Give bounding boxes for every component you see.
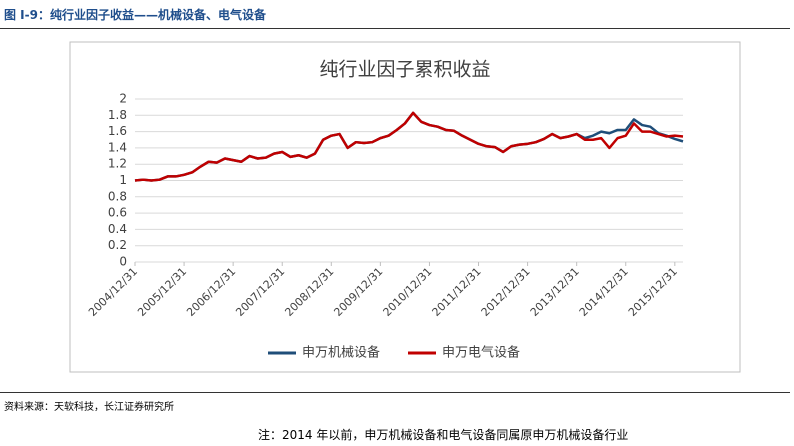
x-tick-label: 2013/12/31	[528, 265, 582, 319]
y-tick-label: 0	[119, 255, 127, 269]
x-tick-label: 2011/12/31	[430, 265, 484, 319]
y-tick-label: 0.2	[108, 238, 127, 252]
source: 资料来源：天软科技，长江证券研究所	[4, 402, 174, 413]
chart-title: 纯行业因子累积收益	[319, 59, 490, 81]
x-tick-label: 2010/12/31	[381, 265, 435, 319]
x-tick-label: 2008/12/31	[282, 265, 336, 319]
divider	[0, 28, 790, 29]
y-tick-label: 0.6	[108, 206, 127, 220]
divider	[0, 392, 790, 393]
y-tick-label: 1.4	[108, 140, 127, 154]
x-tick-label: 2015/12/31	[626, 265, 680, 319]
legend-label: 申万机械设备	[302, 345, 380, 361]
x-tick-label: 2009/12/31	[331, 265, 385, 319]
figure-title: 图 I-9：纯行业因子收益——机械设备、电气设备	[4, 8, 266, 22]
x-tick-label: 2006/12/31	[184, 265, 238, 319]
y-tick-label: 2	[119, 92, 127, 106]
x-tick-label: 2012/12/31	[479, 265, 533, 319]
y-tick-label: 1.8	[108, 108, 127, 122]
x-tick-label: 2007/12/31	[233, 265, 287, 319]
y-tick-label: 1.2	[108, 157, 127, 171]
y-tick-label: 0.8	[108, 189, 127, 203]
x-tick-label: 2004/12/31	[86, 265, 140, 319]
x-tick-label: 2005/12/31	[135, 265, 189, 319]
series-line	[134, 111, 684, 182]
chart-frame	[69, 41, 741, 373]
y-tick-label: 1	[119, 173, 127, 187]
y-tick-label: 0.4	[108, 222, 127, 236]
y-tick-label: 1.6	[108, 124, 127, 138]
series-line	[134, 111, 684, 182]
legend-label: 申万电气设备	[442, 345, 520, 361]
note: 注：2014 年以前，申万机械设备和电气设备同属原申万机械设备行业	[258, 428, 629, 442]
x-tick-label: 2014/12/31	[577, 265, 631, 319]
